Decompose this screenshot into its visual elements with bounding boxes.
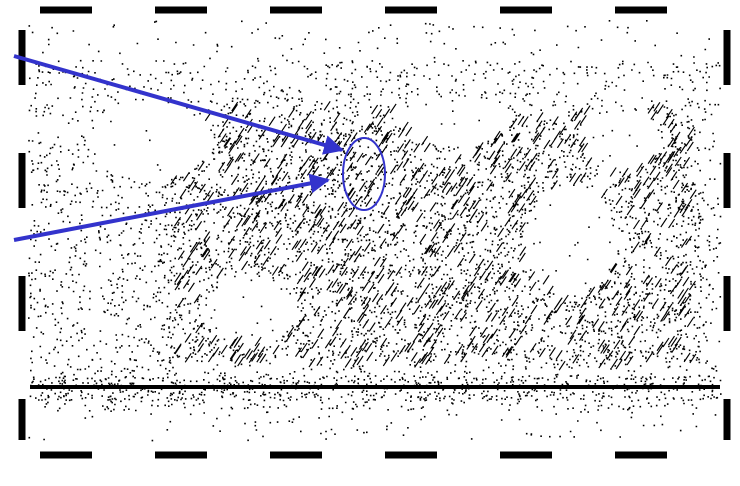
coverage-map: [0, 0, 740, 486]
page: (() => { const g = document.getElementBy…: [0, 0, 740, 486]
